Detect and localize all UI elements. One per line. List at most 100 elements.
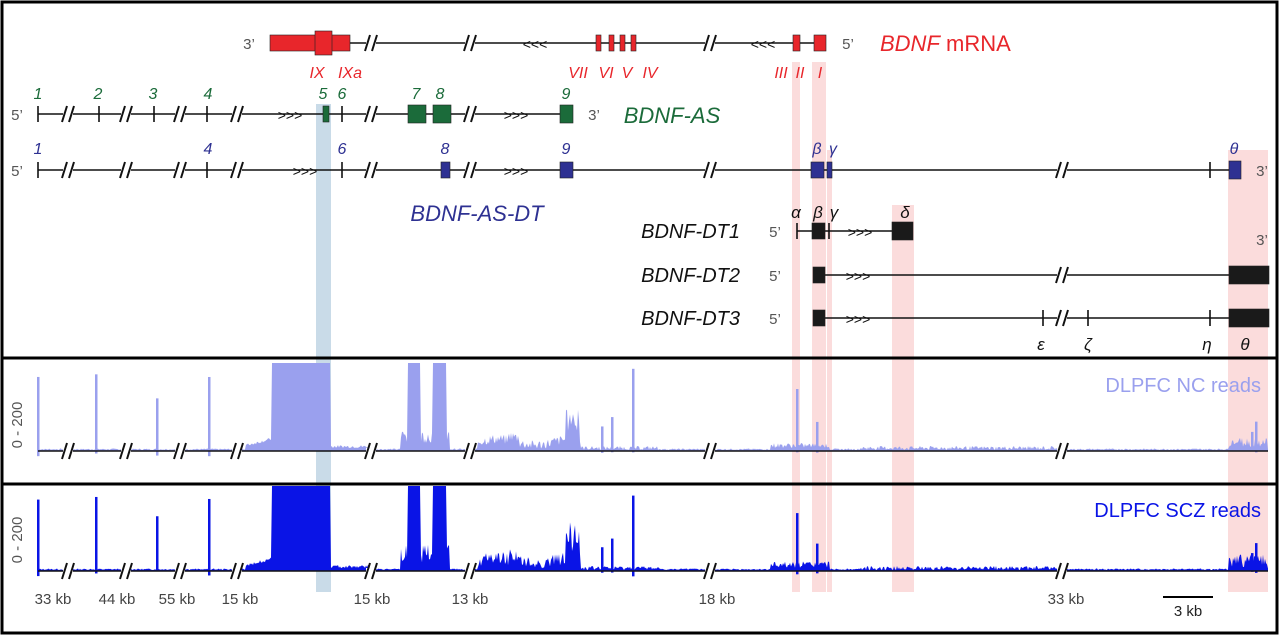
- gap-label: 33 kb: [35, 591, 72, 608]
- track-break: [463, 442, 477, 460]
- track-break: [703, 442, 717, 460]
- break-slash: [1055, 562, 1062, 580]
- highlight-delta-pink: [892, 205, 914, 592]
- scale-bar-label: 3 kb: [1174, 603, 1202, 620]
- break-gap: [232, 448, 242, 454]
- break-gap: [366, 111, 376, 117]
- track-break: [173, 562, 187, 580]
- track-break: [61, 562, 75, 580]
- highlight-bands: [316, 62, 1268, 592]
- as-break: [230, 105, 244, 123]
- break-slash: [1055, 442, 1062, 460]
- nc-coverage-track: [37, 363, 1268, 460]
- asdt-break: [230, 161, 244, 179]
- break-gap: [232, 111, 242, 117]
- break-gap: [63, 167, 73, 173]
- break-slash: [371, 562, 378, 580]
- coverage-spike: [632, 495, 635, 577]
- asdt-exon-label: 4: [204, 141, 213, 158]
- asdt-direction-arrows: >>>: [504, 163, 529, 179]
- asdt-break: [173, 161, 187, 179]
- dt-3prime-end: 3’: [1256, 232, 1268, 249]
- coverage-spike: [208, 498, 211, 576]
- as-direction-arrows: >>>: [278, 107, 303, 123]
- dt1-exon-beta: [811, 222, 826, 240]
- break-gap: [366, 568, 376, 574]
- track-break: [173, 442, 187, 460]
- asdt-direction-arrows: >>>: [293, 163, 318, 179]
- coverage-spike: [1255, 421, 1258, 453]
- as-break: [463, 105, 477, 123]
- track-break: [119, 442, 133, 460]
- mrna-exon-label: IXa: [338, 65, 362, 82]
- break-slash: [68, 442, 75, 460]
- mrna-exon-i: [813, 34, 827, 52]
- break-slash: [126, 442, 133, 460]
- break-slash: [470, 442, 477, 460]
- break-slash: [710, 161, 717, 179]
- coverage-spike: [611, 417, 614, 453]
- asdt-break: [703, 161, 717, 179]
- break-slash: [371, 34, 378, 52]
- mrna-exon-iii: [792, 34, 801, 52]
- break-slash: [371, 442, 378, 460]
- asdt-exon-label: θ: [1230, 141, 1239, 158]
- break-slash: [173, 161, 180, 179]
- break-slash: [463, 442, 470, 460]
- break-slash: [710, 34, 717, 52]
- break-gap: [175, 111, 185, 117]
- break-slash: [68, 161, 75, 179]
- mrna-exon-label: VI: [598, 65, 614, 82]
- dt-5prime-end: 5’: [769, 224, 781, 241]
- bdnf-as-dt-gene: >>> >>>5’ 3’BDNF-AS-DT1 4 6 8 9 β γ θ: [11, 141, 1268, 226]
- dt2-direction-arrows: >>>: [846, 268, 871, 284]
- dt3-exon-beta: [812, 309, 826, 327]
- mrna-break: [463, 34, 477, 52]
- break-slash: [364, 562, 371, 580]
- asdt-exon-beta: [810, 161, 825, 179]
- coverage-spike: [611, 538, 614, 573]
- break-slash: [703, 442, 710, 460]
- highlight-theta-pink: [1228, 150, 1268, 592]
- dt2-exon-theta: [1228, 265, 1270, 285]
- coverage-spike: [816, 421, 819, 453]
- asdt-exon-gamma: [826, 161, 833, 179]
- break-slash: [173, 442, 180, 460]
- break-slash: [703, 34, 710, 52]
- as-break: [119, 105, 133, 123]
- coverage-spike: [1251, 431, 1254, 452]
- break-slash: [470, 34, 477, 52]
- nc-axis-label: 0 - 200: [9, 402, 26, 449]
- break-gap: [465, 111, 475, 117]
- break-gap: [366, 167, 376, 173]
- asdt-exon-label: β: [811, 141, 821, 158]
- dt1-exon-delta: [891, 221, 914, 241]
- track-break: [230, 442, 244, 460]
- mrna-exon-ixa: [314, 30, 333, 56]
- break-gap: [705, 568, 715, 574]
- track-break: [1055, 442, 1069, 460]
- break-gap: [63, 448, 73, 454]
- scz-coverage-track: [37, 486, 1268, 580]
- dt-exon-label: ε: [1037, 335, 1045, 354]
- coverage-spike: [156, 398, 159, 456]
- break-slash: [463, 105, 470, 123]
- break-slash: [126, 161, 133, 179]
- as-exon-label: 1: [34, 86, 43, 103]
- mrna-exon-label: IX: [309, 65, 325, 82]
- break-slash: [371, 161, 378, 179]
- dt-exon-label: β: [812, 203, 823, 222]
- break-gap: [705, 448, 715, 454]
- bdnf-as-gene: >>> >>>5’ 3’ BDNF-AS1 2 3 4 5 6 7 8 9: [11, 86, 720, 128]
- dt-exon-label: δ: [900, 203, 910, 222]
- as-break: [173, 105, 187, 123]
- highlight-beta-pink: [812, 62, 826, 592]
- break-slash: [61, 105, 68, 123]
- break-slash: [237, 105, 244, 123]
- break-gap: [232, 167, 242, 173]
- coverage-spike: [632, 368, 635, 453]
- mrna-gene-name: BDNF mRNA: [880, 31, 1011, 56]
- mrna-5prime-end: 5’: [842, 36, 854, 53]
